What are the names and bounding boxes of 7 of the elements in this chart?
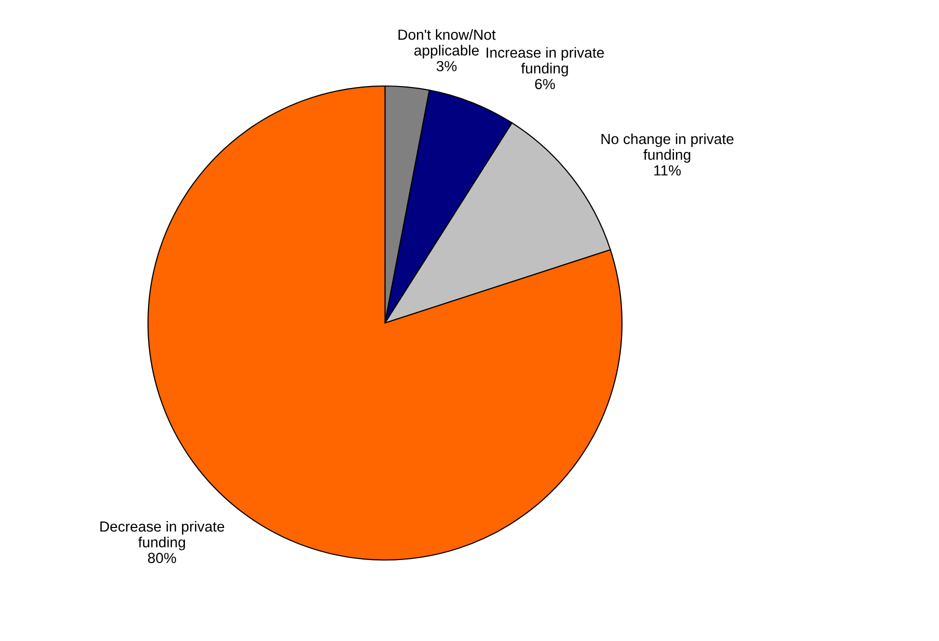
data-label: 3% <box>436 60 457 72</box>
data-label: 80% <box>148 552 176 564</box>
slice-label: No change in private funding <box>602 133 734 163</box>
data-label: 11% <box>654 165 681 176</box>
slice-label: Decrease in private funding <box>100 520 224 550</box>
slice-label: Increase in private funding <box>486 47 604 76</box>
data-label: 6% <box>535 78 555 90</box>
